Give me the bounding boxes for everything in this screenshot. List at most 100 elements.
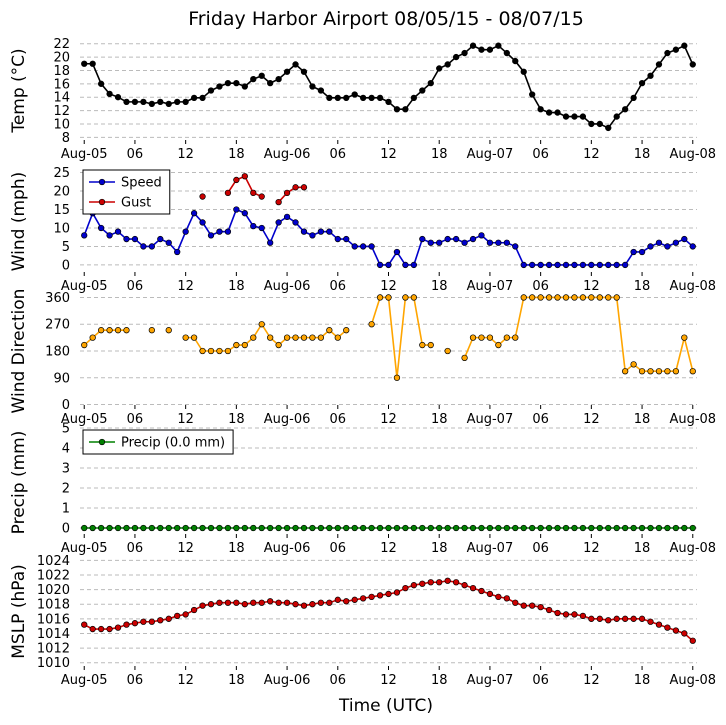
data-point: [385, 261, 392, 269]
data-point: [596, 120, 603, 128]
x-tick-label: Aug-07: [467, 541, 514, 556]
x-tick-label: Aug-07: [467, 412, 514, 427]
data-point: [114, 327, 122, 334]
data-point: [588, 120, 595, 128]
x-tick-label: 18: [228, 412, 245, 427]
x-tick-label: 06: [127, 673, 144, 688]
x-tick-label: Aug-06: [264, 147, 311, 162]
data-point: [402, 584, 409, 592]
data-point: [520, 261, 527, 269]
data-point: [503, 334, 510, 341]
data-point: [605, 261, 612, 269]
x-tick-label: 18: [431, 673, 448, 688]
data-point: [326, 327, 333, 334]
data-point: [309, 601, 316, 608]
data-point: [444, 347, 451, 355]
data-point: [512, 57, 519, 65]
data-point: [554, 524, 561, 532]
data-point: [326, 94, 333, 102]
data-point: [419, 235, 426, 243]
x-tick-label: 06: [127, 412, 144, 427]
data-point: [351, 596, 358, 603]
data-point: [588, 294, 595, 301]
y-tick-label: 1024: [37, 554, 70, 569]
data-point: [376, 294, 384, 301]
data-point: [512, 243, 519, 250]
data-point: [681, 42, 688, 49]
data-point: [190, 210, 198, 217]
x-tick-label: 06: [127, 147, 144, 162]
data-point: [250, 524, 257, 532]
data-point: [622, 261, 629, 269]
data-point: [562, 524, 570, 532]
y-tick-label: 1: [62, 502, 70, 517]
data-point: [579, 294, 587, 301]
data-point: [638, 615, 646, 622]
data-point: [258, 524, 265, 532]
data-point: [537, 294, 544, 301]
data-point: [503, 239, 510, 246]
x-tick-label: 12: [583, 541, 600, 556]
data-point: [351, 524, 358, 532]
data-point: [444, 61, 451, 68]
data-point: [224, 524, 232, 532]
data-point: [182, 228, 189, 235]
data-point: [436, 65, 443, 72]
data-point: [114, 524, 122, 532]
data-point: [393, 106, 401, 113]
data-point: [267, 334, 274, 341]
data-point: [199, 193, 206, 200]
data-point: [199, 219, 206, 226]
x-tick-label: 18: [634, 279, 651, 294]
data-point: [81, 60, 88, 67]
legend-label: Gust: [121, 196, 151, 211]
data-point: [148, 327, 155, 334]
data-point: [655, 368, 663, 375]
x-tick-label: 12: [177, 412, 194, 427]
data-point: [114, 624, 122, 631]
y-tick-label: 180: [45, 345, 70, 360]
data-point: [545, 524, 553, 532]
data-point: [148, 243, 155, 250]
data-point: [283, 189, 291, 197]
data-point: [343, 94, 350, 102]
data-point: [157, 617, 164, 624]
data-point: [351, 91, 358, 98]
series-line: [83, 296, 694, 378]
data-point: [486, 524, 494, 532]
data-point: [554, 609, 561, 617]
data-point: [638, 79, 646, 87]
x-tick-label: 06: [532, 147, 549, 162]
data-point: [571, 294, 578, 301]
y-axis-label: Wind Direction: [9, 289, 29, 414]
x-tick-label: 12: [380, 147, 397, 162]
data-point: [258, 224, 265, 232]
data-point: [436, 239, 443, 246]
data-point: [309, 232, 316, 239]
data-point: [562, 611, 570, 618]
data-point: [562, 294, 570, 301]
y-axis-label: Wind (mph): [9, 172, 29, 272]
data-point: [596, 294, 603, 301]
data-point: [174, 524, 181, 532]
data-point: [114, 94, 122, 101]
data-point: [427, 341, 434, 349]
data-point: [672, 524, 680, 532]
y-tick-label: 1014: [37, 627, 70, 642]
data-point: [672, 368, 680, 375]
data-point: [182, 524, 189, 532]
data-point: [368, 593, 375, 601]
data-point: [368, 94, 375, 102]
x-tick-label: 06: [532, 673, 549, 688]
y-tick-label: 0: [62, 398, 70, 413]
data-point: [165, 239, 172, 246]
data-point: [529, 91, 536, 98]
data-point: [334, 524, 341, 532]
data-point: [681, 334, 688, 341]
data-point: [452, 235, 460, 243]
data-point: [402, 294, 409, 301]
data-point: [275, 524, 282, 532]
data-point: [216, 599, 223, 606]
x-tick-label: 12: [583, 673, 600, 688]
